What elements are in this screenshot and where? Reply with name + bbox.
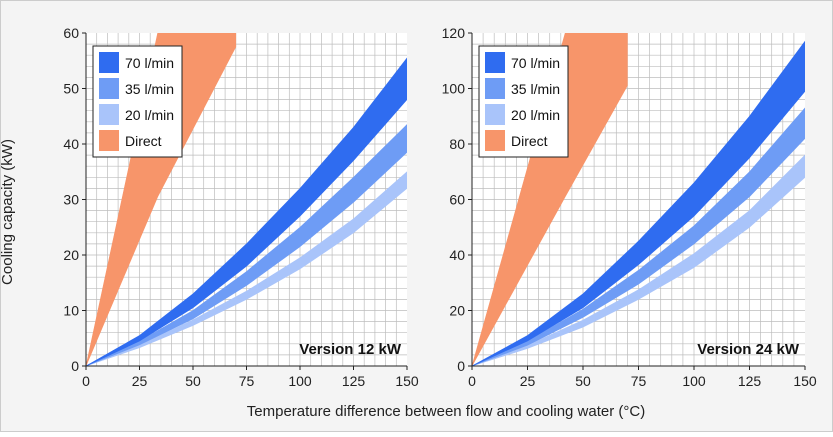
chart-panel-12kw: 0 25 50 75 100 125 150 0 10 20 30 40 50 60 70 l/min 35 … — [63, 25, 418, 389]
legend-label: 35 l/min — [125, 81, 174, 97]
x-tick-label: 25 — [520, 373, 536, 389]
y-tick-label: 60 — [449, 192, 465, 208]
x-tick-label: 0 — [468, 373, 476, 389]
legend-swatch — [99, 78, 119, 99]
y-tick-label: 120 — [442, 25, 466, 41]
y-tick-label: 60 — [63, 25, 79, 41]
x-axis-label: Temperature difference between flow and … — [247, 403, 645, 420]
y-tick-label: 50 — [63, 81, 79, 97]
series-band-20-l-min — [86, 171, 407, 366]
x-tick-label: 100 — [682, 373, 706, 389]
series-band-70-l-min — [86, 57, 407, 366]
legend-swatch — [485, 78, 505, 99]
series-band-70-l-min — [472, 40, 805, 366]
x-tick-label: 75 — [239, 373, 255, 389]
panel-title: Version 12 kW — [299, 341, 402, 358]
y-tick-label: 30 — [63, 192, 79, 208]
x-tick-label: 25 — [132, 373, 148, 389]
legend: 70 l/min 35 l/min 20 l/min Direct — [478, 45, 569, 158]
x-tick-label: 150 — [793, 373, 817, 389]
legend-label: 70 l/min — [125, 55, 174, 71]
x-tick-label: 50 — [185, 373, 201, 389]
legend-label: 20 l/min — [125, 107, 174, 123]
legend: 70 l/min 35 l/min 20 l/min Direct — [92, 45, 183, 158]
x-tick-label: 125 — [738, 373, 762, 389]
series-band-35-l-min — [86, 124, 407, 366]
legend-label: 35 l/min — [511, 81, 560, 97]
legend-swatch — [99, 104, 119, 125]
x-tick-label: 0 — [82, 373, 90, 389]
legend-swatch — [99, 130, 119, 151]
series-band-20-l-min — [472, 154, 805, 366]
x-tick-label: 75 — [631, 373, 647, 389]
y-axis-label: Cooling capacity (kW) — [0, 139, 16, 285]
legend-swatch — [485, 130, 505, 151]
legend-swatch — [485, 52, 505, 73]
y-tick-label: 80 — [449, 136, 465, 152]
x-tick-label: 50 — [575, 373, 591, 389]
legend-label: Direct — [125, 133, 162, 149]
y-tick-label: 0 — [457, 358, 465, 374]
x-tick-label: 100 — [288, 373, 312, 389]
x-tick-label: 125 — [342, 373, 366, 389]
y-tick-label: 40 — [449, 247, 465, 263]
panel-title: Version 24 kW — [697, 341, 800, 358]
y-tick-label: 40 — [63, 136, 79, 152]
y-tick-label: 20 — [63, 247, 79, 263]
chart-panel-24kw: 0 25 50 75 100 125 150 0 20 40 60 80 100 120 70 l/min 3… — [442, 25, 817, 389]
series-band-35-l-min — [472, 107, 805, 366]
y-tick-label: 10 — [63, 303, 79, 319]
y-tick-label: 100 — [442, 81, 466, 97]
y-tick-label: 0 — [71, 358, 79, 374]
legend-label: Direct — [511, 133, 548, 149]
y-tick-label: 20 — [449, 303, 465, 319]
legend-swatch — [485, 104, 505, 125]
legend-swatch — [99, 52, 119, 73]
legend-label: 20 l/min — [511, 107, 560, 123]
legend-label: 70 l/min — [511, 55, 560, 71]
x-tick-label: 150 — [395, 373, 419, 389]
